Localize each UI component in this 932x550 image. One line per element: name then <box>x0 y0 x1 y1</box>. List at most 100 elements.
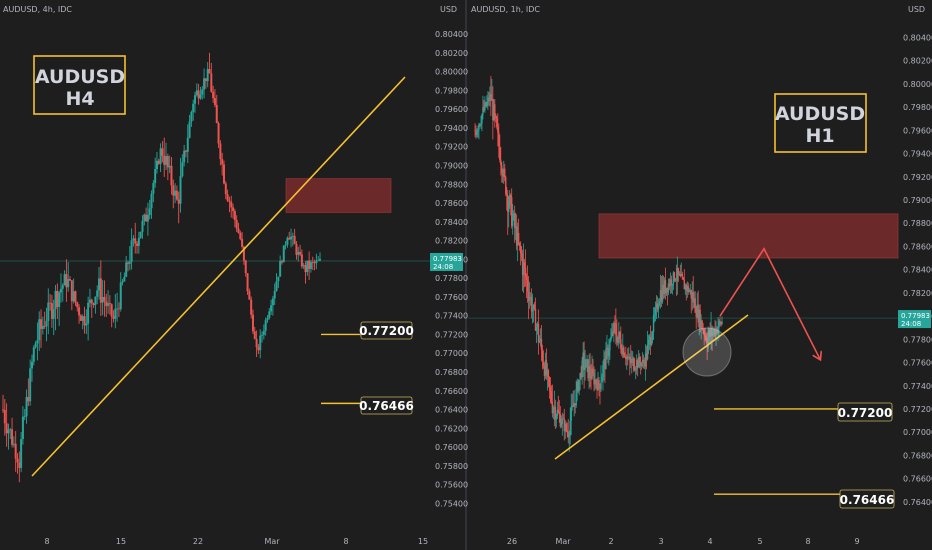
candle-body <box>188 121 191 138</box>
candle-body <box>56 290 59 307</box>
candle-body <box>5 423 8 434</box>
unit-label: USD <box>440 5 457 14</box>
candle-body <box>3 409 6 424</box>
y-tick-label: 0.79400 <box>435 124 468 133</box>
candle-body <box>666 287 669 293</box>
candle-body <box>656 303 659 310</box>
candle-body <box>649 336 652 345</box>
candle-body <box>284 244 287 246</box>
level-label: 0.76466 <box>840 493 895 507</box>
candle-body <box>517 232 520 243</box>
candle-body <box>639 362 642 367</box>
candle-body <box>529 296 532 298</box>
candle-body <box>513 213 516 228</box>
candle-body <box>579 372 581 381</box>
y-tick-label: 0.77400 <box>435 312 468 321</box>
candle-body <box>638 356 641 363</box>
candle-body <box>636 360 639 368</box>
candle-body <box>646 344 649 360</box>
y-tick-label: 0.79600 <box>435 105 468 114</box>
candle-body <box>155 160 158 170</box>
candle-body <box>126 262 129 264</box>
candle-body <box>534 308 537 331</box>
candle-body <box>541 349 544 363</box>
candle-body <box>67 279 70 288</box>
candle-body <box>582 352 584 361</box>
candle-body <box>215 104 218 124</box>
y-tick-label: 0.79000 <box>903 196 932 205</box>
candle-body <box>610 336 612 341</box>
candle-body <box>141 220 144 232</box>
candle-body <box>235 220 238 229</box>
projection-arrow <box>719 247 820 359</box>
candle-body <box>503 168 505 177</box>
candle-body <box>515 226 518 246</box>
trendline <box>31 76 406 477</box>
candle-body <box>488 97 490 101</box>
candle-body <box>481 114 483 124</box>
candle-body <box>125 262 128 277</box>
candle-body <box>693 298 695 303</box>
candle-body <box>264 320 267 331</box>
candle-body <box>670 279 673 286</box>
candle-body <box>199 94 202 99</box>
candle-body <box>47 302 50 321</box>
candle-body <box>644 352 647 367</box>
candle-body <box>244 260 247 274</box>
candle-body <box>119 282 122 310</box>
candle-body <box>257 347 260 351</box>
chart-title: AUDUSD <box>35 66 125 88</box>
candle-body <box>479 124 481 125</box>
candle-body <box>616 335 618 343</box>
candle-body <box>591 368 593 379</box>
candle-body <box>672 272 675 285</box>
candle-body <box>645 352 648 360</box>
y-tick-label: 0.76200 <box>435 424 468 433</box>
chart-title: AUDUSD <box>775 103 865 125</box>
y-tick-label: 0.77000 <box>903 428 932 437</box>
candle-body <box>568 435 570 438</box>
candle-body <box>233 211 236 221</box>
candle-body <box>566 430 568 433</box>
y-tick-label: 0.78400 <box>903 266 932 275</box>
candle-body <box>61 285 64 289</box>
candle-body <box>691 292 693 299</box>
candle-body <box>623 347 625 357</box>
panel-1: AUDUSD, 4h, IDC USD 0.80400 0.80200 0.80000 0… <box>0 5 468 546</box>
candle-body <box>542 362 545 367</box>
candle-body <box>29 368 32 402</box>
candle-body <box>161 148 164 156</box>
y-tick-label: 0.77200 <box>903 405 932 414</box>
candle-body <box>528 297 531 301</box>
candle-body <box>16 458 19 463</box>
candle-body <box>549 386 552 392</box>
candle-body <box>474 130 476 132</box>
x-tick-label: 8 <box>805 537 810 546</box>
x-tick-label: 15 <box>418 537 428 546</box>
candle-body <box>288 237 291 240</box>
candle-body <box>261 334 264 336</box>
candle-body <box>319 258 321 261</box>
candle-body <box>192 103 195 113</box>
candle-body <box>510 195 512 198</box>
y-tick-label: 0.75400 <box>435 499 468 508</box>
y-tick-label: 0.79000 <box>435 161 468 170</box>
y-tick-label: 0.78200 <box>903 289 932 298</box>
candle-body <box>597 379 599 391</box>
x-tick-label: 22 <box>193 537 203 546</box>
candle-body <box>152 183 155 194</box>
candle-body <box>524 267 527 278</box>
candle-body <box>34 343 37 348</box>
candle-body <box>504 168 506 178</box>
candle-body <box>27 396 30 402</box>
candle-body <box>669 279 672 287</box>
candle-body <box>43 325 46 327</box>
candle-body <box>478 124 480 130</box>
candle-body <box>139 231 142 238</box>
candle-body <box>148 208 151 215</box>
candle-body <box>297 251 300 255</box>
candle-body <box>40 319 43 329</box>
candle-body <box>132 238 135 241</box>
candle-body <box>553 406 556 409</box>
